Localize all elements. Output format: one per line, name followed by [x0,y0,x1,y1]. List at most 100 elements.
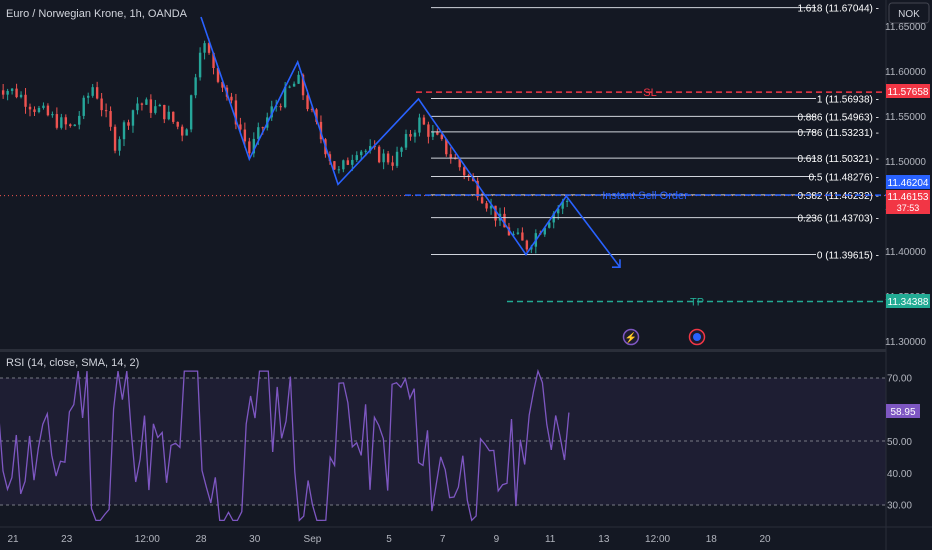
rsi-title[interactable]: RSI (14, close, SMA, 14, 2) [6,357,139,369]
tp-price-badge [886,294,930,308]
candle-body [194,77,197,96]
take-profit-label: TP [690,297,704,309]
candle-body [301,74,305,96]
fib-level-label: 0.618 (11.50321) - [797,154,879,165]
candle-body [122,122,126,140]
candle-body [189,95,193,130]
candle-body [6,90,9,95]
fib-level-label: 0 (11.39615) - [817,250,879,261]
panel-divider[interactable] [0,349,886,352]
rsi-line-layer [0,368,570,522]
candle-body [494,205,497,221]
candle-body [243,129,247,142]
candle-body [288,86,291,88]
candle-body [297,74,300,84]
candle-body [261,127,264,129]
candle-body [207,43,211,53]
candle-body [480,197,484,204]
candle-body [19,94,23,98]
time-tick-label: 18 [706,534,718,545]
rsi-value-badge-text: 58.95 [890,407,915,418]
candle-body [118,139,121,151]
pattern-drawing[interactable] [200,16,621,269]
time-tick-label: Sep [304,534,322,545]
currency-label: NOK [898,9,920,20]
candle-body [212,52,215,69]
candle-body [476,180,479,198]
candle-body [333,161,336,170]
wave-pattern-line [200,16,621,268]
candle-body [516,232,520,234]
candle-body [369,146,372,151]
candle-body [489,205,493,209]
time-tick-label: 12:00 [645,534,670,545]
candle-body [310,109,314,111]
candle-body [82,97,85,116]
sl-price-badge-text: 11.57658 [888,87,929,98]
candle-body [337,169,341,171]
candle-body [64,117,68,125]
candle-body [55,114,59,128]
candle-body [185,129,188,136]
candle-body [91,87,94,96]
candle-body [525,240,529,250]
time-tick-label: 13 [598,534,610,545]
dividend-event-icon[interactable] [622,328,640,346]
candle-body [100,98,103,111]
symbol-title[interactable]: Euro / Norwegian Krone, 1h, OANDA [6,8,188,20]
candle-body [342,160,345,170]
candle-body [46,105,50,116]
candle-body [234,100,238,125]
candle-body [252,138,256,154]
candle-body [386,153,390,163]
candle-body [440,134,444,140]
fib-level-label: 0.886 (11.54963) - [797,112,879,123]
fib-level-label: 0.236 (11.43703) - [797,214,879,225]
candle-body [360,151,363,156]
fib-level-label: 0.5 (11.48276) - [809,173,879,184]
candle-body [512,233,515,236]
candle-body [413,132,417,137]
bid-price-badge-text: 11.46153 [888,192,929,203]
candle-body [203,43,206,53]
candle-body [292,83,296,87]
price-tick-label: 11.65000 [885,22,926,33]
candle-body [230,96,233,101]
price-tick-label: 11.60000 [885,67,926,78]
candle-body [216,68,220,82]
candle-body [167,111,170,120]
candle-body [521,232,524,241]
candle-body [42,105,45,108]
candle-body [463,167,466,176]
candle-body [445,139,448,155]
time-tick-label: 20 [759,534,771,545]
candle-body [427,124,430,137]
candle-body [565,200,569,202]
candle-body [60,117,63,128]
last-price-badge [886,175,930,189]
rsi-value-badge [886,404,920,418]
time-axis-ticks[interactable]: 21 23 12:00 28 30 Sep 5 7 9 11 13 12:00 18 20 [7,534,771,545]
fib-level-label: 1.618 (11.67044) - [797,4,879,15]
candle-body [10,88,14,91]
candle-body [181,126,184,136]
candle-body [69,124,72,127]
candle-body [283,86,287,108]
price-tick-label: 11.50000 [885,157,926,168]
candle-body [431,131,435,137]
candle-body [140,103,144,105]
time-tick-label: 11 [545,534,556,545]
candle-body [15,88,18,98]
lightning-icon: ⚡ [625,331,637,344]
candle-body [561,201,564,209]
time-tick-label: 23 [61,534,73,545]
candle-body [458,159,461,168]
candle-body [485,203,488,209]
candle-body [136,103,139,111]
currency-button[interactable] [888,2,930,24]
price-tick-label: 11.55000 [885,112,926,123]
candle-body [154,106,157,113]
candle-body [422,117,426,125]
candle-body [28,106,32,110]
